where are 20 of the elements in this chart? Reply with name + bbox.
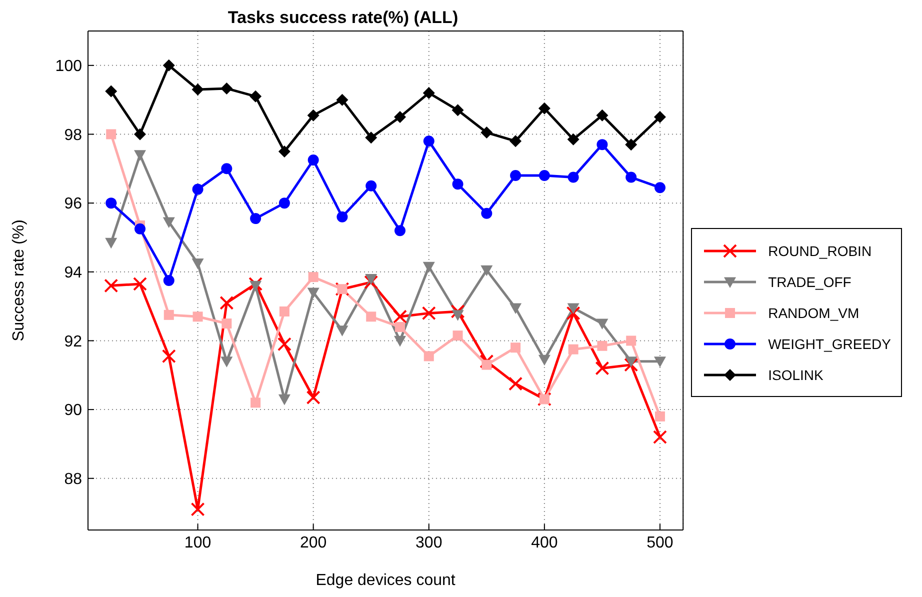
x-tick-label: 300 bbox=[416, 534, 442, 552]
legend-label: TRADE_OFF bbox=[768, 274, 852, 290]
legend-label: ROUND_ROBIN bbox=[768, 242, 872, 258]
y-tick-label: 100 bbox=[55, 58, 82, 76]
y-tick-label: 92 bbox=[64, 333, 82, 350]
y-tick-label: 90 bbox=[64, 402, 82, 420]
x-axis-title: Edge devices count bbox=[316, 572, 456, 589]
legend-label: ISOLINK bbox=[768, 366, 824, 382]
legend-label: RANDOM_VM bbox=[768, 304, 860, 320]
legend-label: WEIGHT_GREEDY bbox=[768, 336, 891, 352]
x-tick-label: 100 bbox=[184, 534, 212, 552]
x-tick-label: 500 bbox=[646, 534, 674, 552]
y-tick-label: 88 bbox=[64, 471, 82, 488]
x-tick-label: 200 bbox=[300, 534, 327, 552]
y-tick-label: 98 bbox=[64, 126, 82, 144]
y-axis-title: Success rate (%) bbox=[10, 220, 28, 342]
y-tick-label: 96 bbox=[64, 196, 82, 213]
y-tick-label: 94 bbox=[64, 264, 82, 282]
chart-title: Tasks success rate(%) (ALL) bbox=[226, 8, 460, 29]
x-tick-label: 400 bbox=[531, 534, 558, 552]
